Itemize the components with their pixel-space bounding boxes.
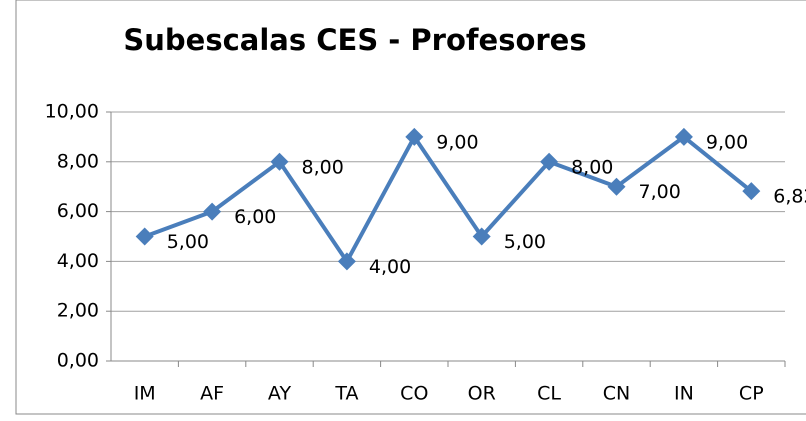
marker <box>135 227 154 246</box>
marker <box>472 227 491 246</box>
y-tick-label: 8,00 <box>57 150 99 172</box>
y-tick-label: 6,00 <box>57 200 99 222</box>
x-tick-label: CN <box>603 383 630 405</box>
x-tick-label: AF <box>200 383 224 405</box>
data-label: 4,00 <box>369 256 411 278</box>
data-label: 5,00 <box>504 231 546 253</box>
marker <box>337 252 356 271</box>
data-label: 6,00 <box>234 206 276 228</box>
series-line <box>144 134 753 264</box>
marker <box>405 127 424 146</box>
data-label: 6,82 <box>773 186 806 208</box>
marker <box>270 152 289 171</box>
marker <box>203 202 222 221</box>
chart-border <box>15 0 806 415</box>
marker <box>607 177 626 196</box>
data-label: 7,00 <box>639 181 681 203</box>
chart-title: Subescalas CES - Profesores <box>123 23 586 57</box>
data-label: 9,00 <box>706 131 748 153</box>
data-label: 9,00 <box>436 131 478 153</box>
marker <box>540 152 559 171</box>
y-tick-label: 10,00 <box>45 101 99 123</box>
marker <box>674 127 693 146</box>
data-label: 5,00 <box>167 231 209 253</box>
x-tick-label: AY <box>268 383 292 405</box>
x-tick-label: IN <box>674 383 694 405</box>
x-tick-label: OR <box>468 383 496 405</box>
y-tick-label: 2,00 <box>57 300 99 322</box>
x-tick-label: IM <box>134 383 156 405</box>
x-tick-label: TA <box>334 383 358 405</box>
y-tick-label: 4,00 <box>57 250 99 272</box>
x-tick-label: CL <box>537 383 561 405</box>
x-tick-label: CP <box>739 383 764 405</box>
data-label: 8,00 <box>302 156 344 178</box>
marker <box>742 182 761 201</box>
data-label: 8,00 <box>571 156 613 178</box>
x-tick-label: CO <box>400 383 428 405</box>
y-tick-label: 0,00 <box>57 350 99 372</box>
